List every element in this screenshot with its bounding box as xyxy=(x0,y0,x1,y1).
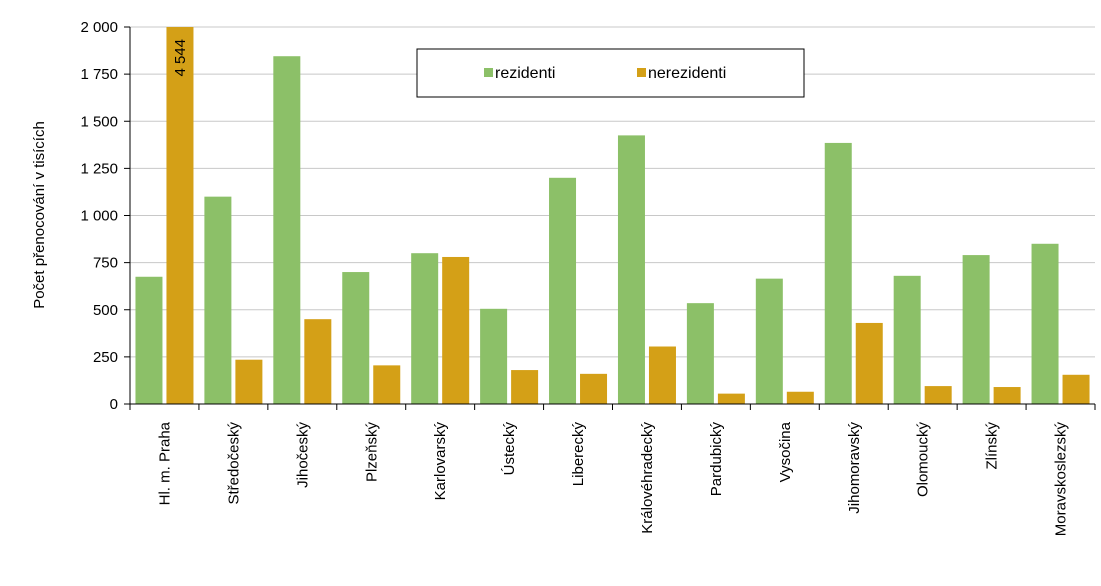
x-tick-label: Vysočina xyxy=(777,421,794,482)
bar-nerezidenti xyxy=(235,359,263,404)
y-axis-ticks: 0 250 500 750 1 000 1 250 1 500 1 750 2 000 xyxy=(80,19,130,413)
legend-label-nerezidenti: nerezidenti xyxy=(648,65,726,82)
bar-rezidenti xyxy=(135,276,163,404)
y-tick-label: 750 xyxy=(93,255,118,272)
bar-rezidenti xyxy=(411,253,439,404)
bar-rezidenti xyxy=(755,278,783,404)
x-tick-label: Královéhradecký xyxy=(639,422,656,534)
legend-swatch-rezidenti xyxy=(484,68,493,77)
x-tick-label: Liberecký xyxy=(570,422,587,487)
bar-rezidenti xyxy=(617,135,645,404)
legend: rezidenti nerezidenti xyxy=(416,48,805,98)
bars xyxy=(135,27,1090,405)
bar-rezidenti xyxy=(204,196,232,404)
x-tick-label: Plzeňský xyxy=(363,422,380,483)
y-tick-label: 1 000 xyxy=(80,208,118,225)
bar-rezidenti xyxy=(824,142,852,405)
bar-rezidenti xyxy=(1031,243,1059,404)
bar-nerezidenti xyxy=(373,365,401,404)
bar-rezidenti xyxy=(480,308,508,404)
legend-label-rezidenti: rezidenti xyxy=(495,65,555,82)
bar-rezidenti xyxy=(342,272,370,404)
bar-nerezidenti xyxy=(580,373,608,404)
y-tick-label: 500 xyxy=(93,302,118,319)
bar-rezidenti xyxy=(893,275,921,404)
x-tick-label: Jihomoravský xyxy=(846,422,863,514)
data-label: 4 544 xyxy=(172,39,189,77)
bar-nerezidenti xyxy=(993,387,1021,404)
y-tick-label: 250 xyxy=(93,349,118,366)
bar-nerezidenti xyxy=(511,370,539,404)
bar-rezidenti xyxy=(549,177,577,404)
x-tick-label: Pardubický xyxy=(708,422,725,497)
bar-nerezidenti xyxy=(304,319,332,404)
bar-nerezidenti xyxy=(717,393,745,404)
bar-nerezidenti xyxy=(648,346,676,404)
x-tick-label: Středočeský xyxy=(225,422,242,505)
bar-nerezidenti xyxy=(166,27,194,404)
y-tick-label: 2 000 xyxy=(80,19,118,36)
y-tick-label: 1 250 xyxy=(80,160,118,177)
x-tick-label: Moravskoslezský xyxy=(1053,422,1070,537)
x-tick-label: Jihočeský xyxy=(294,422,311,488)
x-tick-label: Olomoucký xyxy=(915,422,932,498)
bar-nerezidenti xyxy=(924,386,952,404)
bar-rezidenti xyxy=(962,255,990,404)
annotations: 4 544 xyxy=(172,39,189,77)
bar-nerezidenti xyxy=(786,391,814,404)
y-tick-label: 1 750 xyxy=(80,66,118,83)
bar-rezidenti xyxy=(273,56,301,404)
y-tick-label: 0 xyxy=(110,396,118,413)
legend-box xyxy=(416,48,805,98)
x-tick-label: Hl. m. Praha xyxy=(156,421,173,505)
y-tick-label: 1 500 xyxy=(80,113,118,130)
x-tick-label: Karlovarský xyxy=(432,422,449,501)
x-tick-label: Zlínský xyxy=(984,422,1001,470)
bar-nerezidenti xyxy=(855,322,883,404)
legend-swatch-nerezidenti xyxy=(637,68,646,77)
bar-nerezidenti xyxy=(442,256,470,404)
bar-nerezidenti xyxy=(1062,374,1090,404)
bar-rezidenti xyxy=(686,303,714,404)
x-axis-ticks: Hl. m. Praha Středočeský Jihočeský Plzeňský… xyxy=(129,404,1096,537)
y-axis-title: Počet přenocování v tisících xyxy=(31,121,48,309)
x-tick-label: Ústecký xyxy=(501,422,518,476)
